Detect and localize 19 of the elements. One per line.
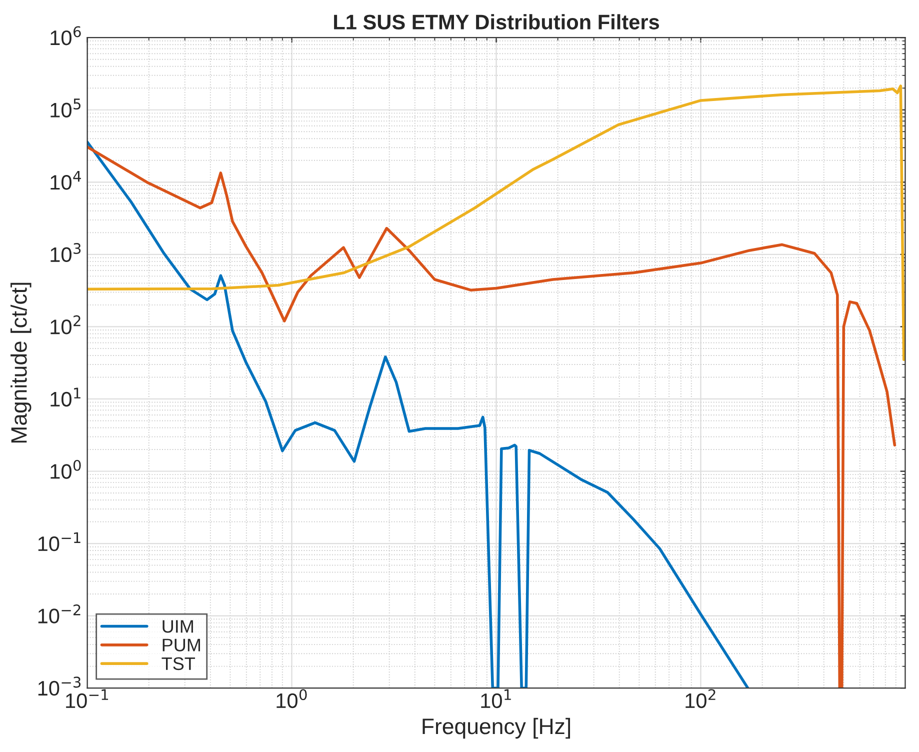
y-tick-label: 10$^{0}$ [50, 460, 81, 479]
y-tick-label: 10$^{−2}$ [38, 604, 80, 624]
y-tick-label: 10$^{3}$ [50, 243, 81, 262]
x-tick-label: 10$^{0}$ [276, 689, 307, 708]
y-axis-title: Magnitude [ct/ct] [10, 282, 32, 443]
chart-title: L1 SUS ETMY Distribution Filters [334, 14, 660, 30]
y-tick-label: 10$^{−1}$ [38, 532, 80, 552]
y-tick-label: 10$^{5}$ [50, 98, 80, 118]
x-axis-title: Frequency [Hz] [422, 718, 570, 739]
legend-label: PUM [162, 638, 200, 652]
x-tick-label: 10$^{2}$ [686, 689, 716, 708]
legend-label: TST [162, 657, 196, 670]
legend-label: UIM [162, 620, 193, 633]
y-tick-label: 10$^{6}$ [50, 26, 81, 46]
y-tick-label: 10$^{4}$ [50, 170, 81, 190]
x-tick-label: 10$^{1}$ [481, 689, 511, 708]
y-tick-label: 10$^{1}$ [50, 388, 80, 407]
y-tick-label: 10$^{2}$ [50, 315, 80, 334]
x-tick-label: 10$^{−1}$ [66, 689, 108, 708]
